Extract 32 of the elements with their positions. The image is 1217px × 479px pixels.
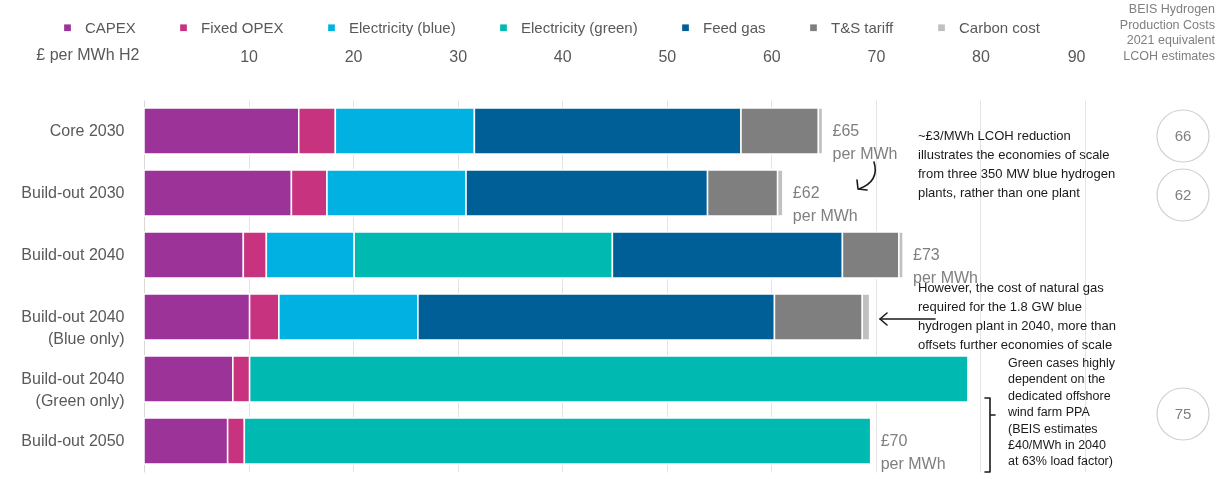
x-tick-label: 50 (658, 47, 677, 65)
legend-label: CAPEX (85, 18, 136, 36)
text: 62 (1174, 186, 1192, 203)
legend-label: Carbon cost (959, 18, 1041, 36)
annotation: Green cases highly dependent on the dedicated offshore wind farm PPA (BEIS estimates £40/MWh in 2040 at 63% load factor) (1007, 356, 1116, 469)
x-tick-label: 40 (553, 47, 572, 65)
x-tick-label: 10 (240, 47, 259, 65)
y-tick-label: Build-out 2040 (Green only) (21, 370, 125, 409)
legend-label: Electricity (blue) (349, 18, 456, 36)
y-tick-label: Build-out 2050 (21, 432, 125, 449)
x-tick-label: 90 (1067, 47, 1086, 65)
annotation: £62 per MWh (792, 184, 858, 224)
text: BEIS Hydrogen Production Costs 2021 equivalent LCOH estimates (1119, 2, 1216, 63)
annotation: £70 per MWh (880, 432, 946, 472)
legend-label: T&S tariff (831, 18, 895, 36)
legend-label: Electricity (green) (521, 18, 638, 36)
x-tick-label: 70 (867, 47, 886, 65)
y-tick-label: Build-out 2040 (21, 246, 125, 263)
legend-label: Fixed OPEX (201, 18, 284, 36)
legend-label: Feed gas (703, 18, 766, 36)
x-tick-label: 60 (762, 47, 781, 65)
x-axis-title: £ per MWh H2 (36, 45, 140, 63)
annotation: ~£3/MWh LCOH reduction illustrates the economies of scale from three 350 MW blue hydrogen plants, rather than one plant (918, 128, 1116, 200)
x-tick-label: 80 (972, 47, 990, 65)
x-tick-label: 20 (344, 47, 363, 65)
x-tick-label: 30 (449, 47, 468, 65)
text: 75 (1174, 405, 1192, 422)
y-tick-label: Build-out 2030 (21, 184, 125, 201)
y-tick-label: Core 2030 (49, 122, 125, 139)
text: 66 (1174, 127, 1192, 144)
y-tick-label: Build-out 2040 (Blue only) (21, 308, 125, 347)
annotation: £65 per MWh (832, 122, 898, 162)
